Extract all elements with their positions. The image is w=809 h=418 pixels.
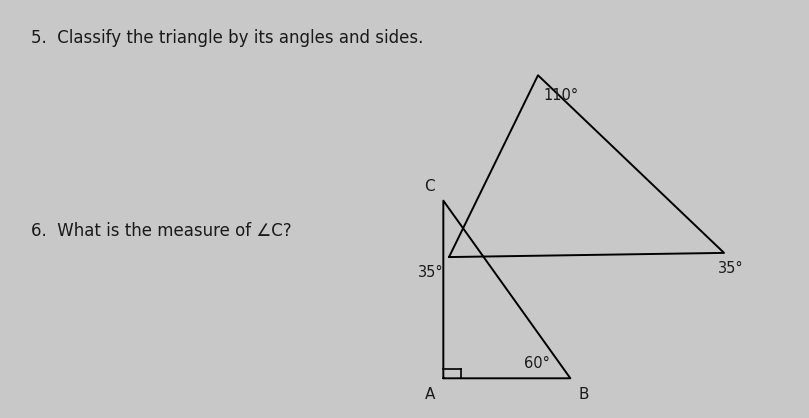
Text: 35°: 35°: [417, 265, 443, 280]
Text: C: C: [425, 179, 435, 194]
Text: A: A: [425, 387, 435, 402]
Text: 35°: 35°: [718, 261, 743, 276]
Text: 110°: 110°: [544, 88, 578, 103]
Text: 6.  What is the measure of ∠C?: 6. What is the measure of ∠C?: [31, 222, 291, 240]
Text: 60°: 60°: [524, 356, 550, 371]
Text: 5.  Classify the triangle by its angles and sides.: 5. Classify the triangle by its angles a…: [31, 29, 423, 47]
Text: B: B: [578, 387, 589, 402]
